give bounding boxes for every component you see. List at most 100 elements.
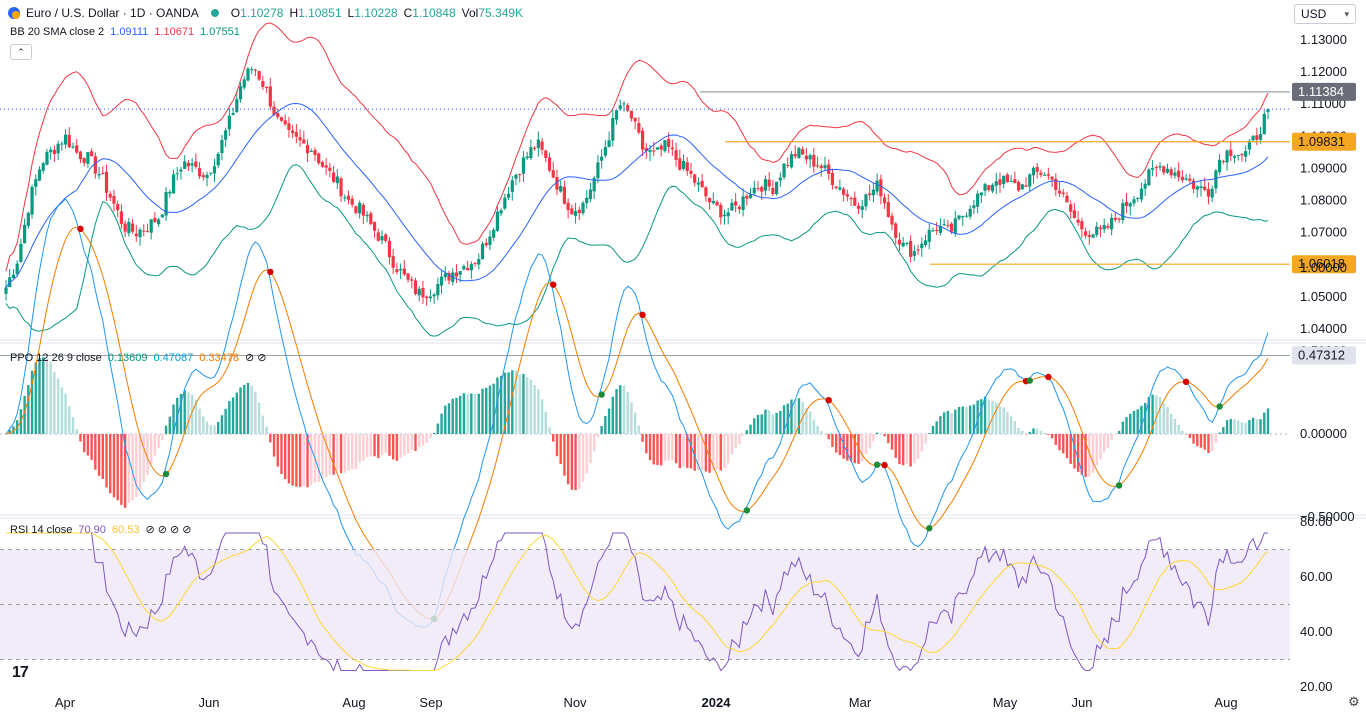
- ppo-hist-bar: [298, 434, 302, 487]
- ppo-hist-bar: [771, 414, 775, 434]
- rsi-legend[interactable]: RSI 14 close 70.90 60.53 ⊘ ⊘ ⊘ ⊘: [10, 523, 191, 537]
- bb-legend[interactable]: BB 20 SMA close 2 1.09111 1.10671 1.0755…: [10, 26, 240, 38]
- candle-body: [1054, 178, 1058, 191]
- ppo-hist-bar: [592, 434, 596, 452]
- ppo-hist-bar: [1188, 434, 1192, 438]
- candle: [305, 139, 310, 163]
- price-tick-label: 1.04000: [1300, 321, 1347, 336]
- candle: [983, 182, 987, 196]
- ppo-hist-bar: [123, 434, 127, 508]
- candle: [860, 199, 864, 219]
- candle: [1232, 154, 1237, 164]
- ppo-hist-bar: [846, 434, 849, 461]
- settings-icon[interactable]: ⚙: [1348, 694, 1360, 709]
- candle: [268, 77, 272, 111]
- candle-body: [4, 287, 8, 294]
- close-value: 1.10848: [412, 6, 456, 20]
- candle: [830, 168, 835, 190]
- candle: [220, 134, 224, 161]
- ppo-hist-bar: [190, 394, 194, 434]
- ppo-hist-bar: [97, 434, 101, 476]
- candle: [808, 153, 812, 168]
- candle: [216, 151, 220, 169]
- candle-body: [626, 105, 630, 111]
- candle: [160, 214, 164, 218]
- candle: [1162, 165, 1166, 176]
- candle: [130, 218, 135, 234]
- candle-body: [983, 184, 987, 191]
- ppo-hist-bar: [243, 384, 246, 434]
- candle-body: [116, 204, 120, 211]
- candle-body: [19, 244, 23, 262]
- candle-body: [1154, 167, 1158, 169]
- ppo-hist-bar: [767, 410, 771, 434]
- candle-body: [480, 243, 485, 260]
- candle-body: [287, 123, 291, 130]
- candle-body: [607, 140, 611, 148]
- candle: [246, 67, 250, 82]
- candle-body: [149, 219, 153, 233]
- candle: [923, 234, 928, 248]
- ppo-hist-bar: [56, 378, 60, 434]
- candle-body: [231, 113, 235, 115]
- bb-legend-name: BB 20 SMA close 2: [10, 26, 105, 38]
- collapse-legend-button[interactable]: ⌃: [10, 44, 32, 60]
- price-label-value: 1.11384: [1298, 84, 1344, 99]
- ppo-hist-bar: [1076, 434, 1080, 472]
- ppo-hist-bar: [1196, 434, 1199, 447]
- ppo-hist-bar: [142, 434, 145, 483]
- ppo-hist-bar: [775, 412, 778, 434]
- candle-body: [1199, 186, 1203, 188]
- candle-body: [923, 240, 928, 245]
- candle-body: [201, 175, 205, 178]
- ppo-hist-bar: [1058, 434, 1061, 451]
- ppo-hist-bar: [503, 372, 507, 434]
- candles: [4, 66, 1270, 306]
- candle-body: [808, 155, 812, 160]
- candle-body: [23, 224, 27, 244]
- candle-body: [1024, 185, 1028, 187]
- ppo-hist-bar: [727, 434, 730, 464]
- ppo-hist-bar: [525, 377, 529, 434]
- candle: [879, 174, 883, 205]
- ppo-hist-bar: [1147, 396, 1151, 434]
- ppo-hist-bar: [198, 408, 201, 434]
- ppo-hist-bar: [797, 398, 801, 434]
- candle: [1236, 154, 1240, 161]
- candle: [1091, 233, 1095, 239]
- candle-body: [506, 193, 511, 198]
- candle-body: [715, 201, 719, 206]
- currency-select-value: USD: [1301, 7, 1327, 21]
- ppo-hist-bar: [931, 425, 935, 434]
- currency-select[interactable]: USD ▾: [1294, 4, 1356, 24]
- ppo-legend[interactable]: PPO 12 26 9 close 0.13609 0.47087 0.3347…: [10, 351, 267, 365]
- ppo-hist-bar: [291, 434, 294, 486]
- candle: [320, 160, 325, 168]
- ppo-hist-bar: [879, 433, 883, 434]
- ppo-hist-bar: [645, 434, 648, 454]
- candle-body: [707, 197, 712, 203]
- candle: [737, 204, 741, 214]
- candle-body: [592, 178, 596, 192]
- rsi-ma-value: 60.53: [111, 523, 140, 536]
- candle-body: [52, 149, 56, 154]
- rsi-tick-label: 80.00: [1300, 514, 1333, 529]
- ppo-hist-bar: [49, 362, 52, 434]
- price-tick-label: 1.09000: [1300, 160, 1347, 175]
- ppo-hist-bar: [153, 434, 157, 456]
- ppo-hist-bar: [548, 427, 551, 434]
- x-axis-label: Aug: [1214, 695, 1237, 710]
- candle: [1139, 182, 1144, 203]
- candle: [614, 110, 619, 125]
- symbol-title[interactable]: Euro / U.S. Dollar · 1D · OANDA: [26, 6, 199, 20]
- ppo-hist-bar: [939, 416, 942, 434]
- candle: [279, 116, 284, 122]
- candle: [1251, 135, 1255, 142]
- tradingview-logo: 17: [12, 664, 29, 681]
- candle-body: [395, 269, 399, 273]
- ppo-hist-bar: [466, 394, 469, 434]
- candle: [443, 266, 447, 281]
- ppo-hist-bar: [898, 434, 901, 465]
- candle-body: [972, 205, 976, 209]
